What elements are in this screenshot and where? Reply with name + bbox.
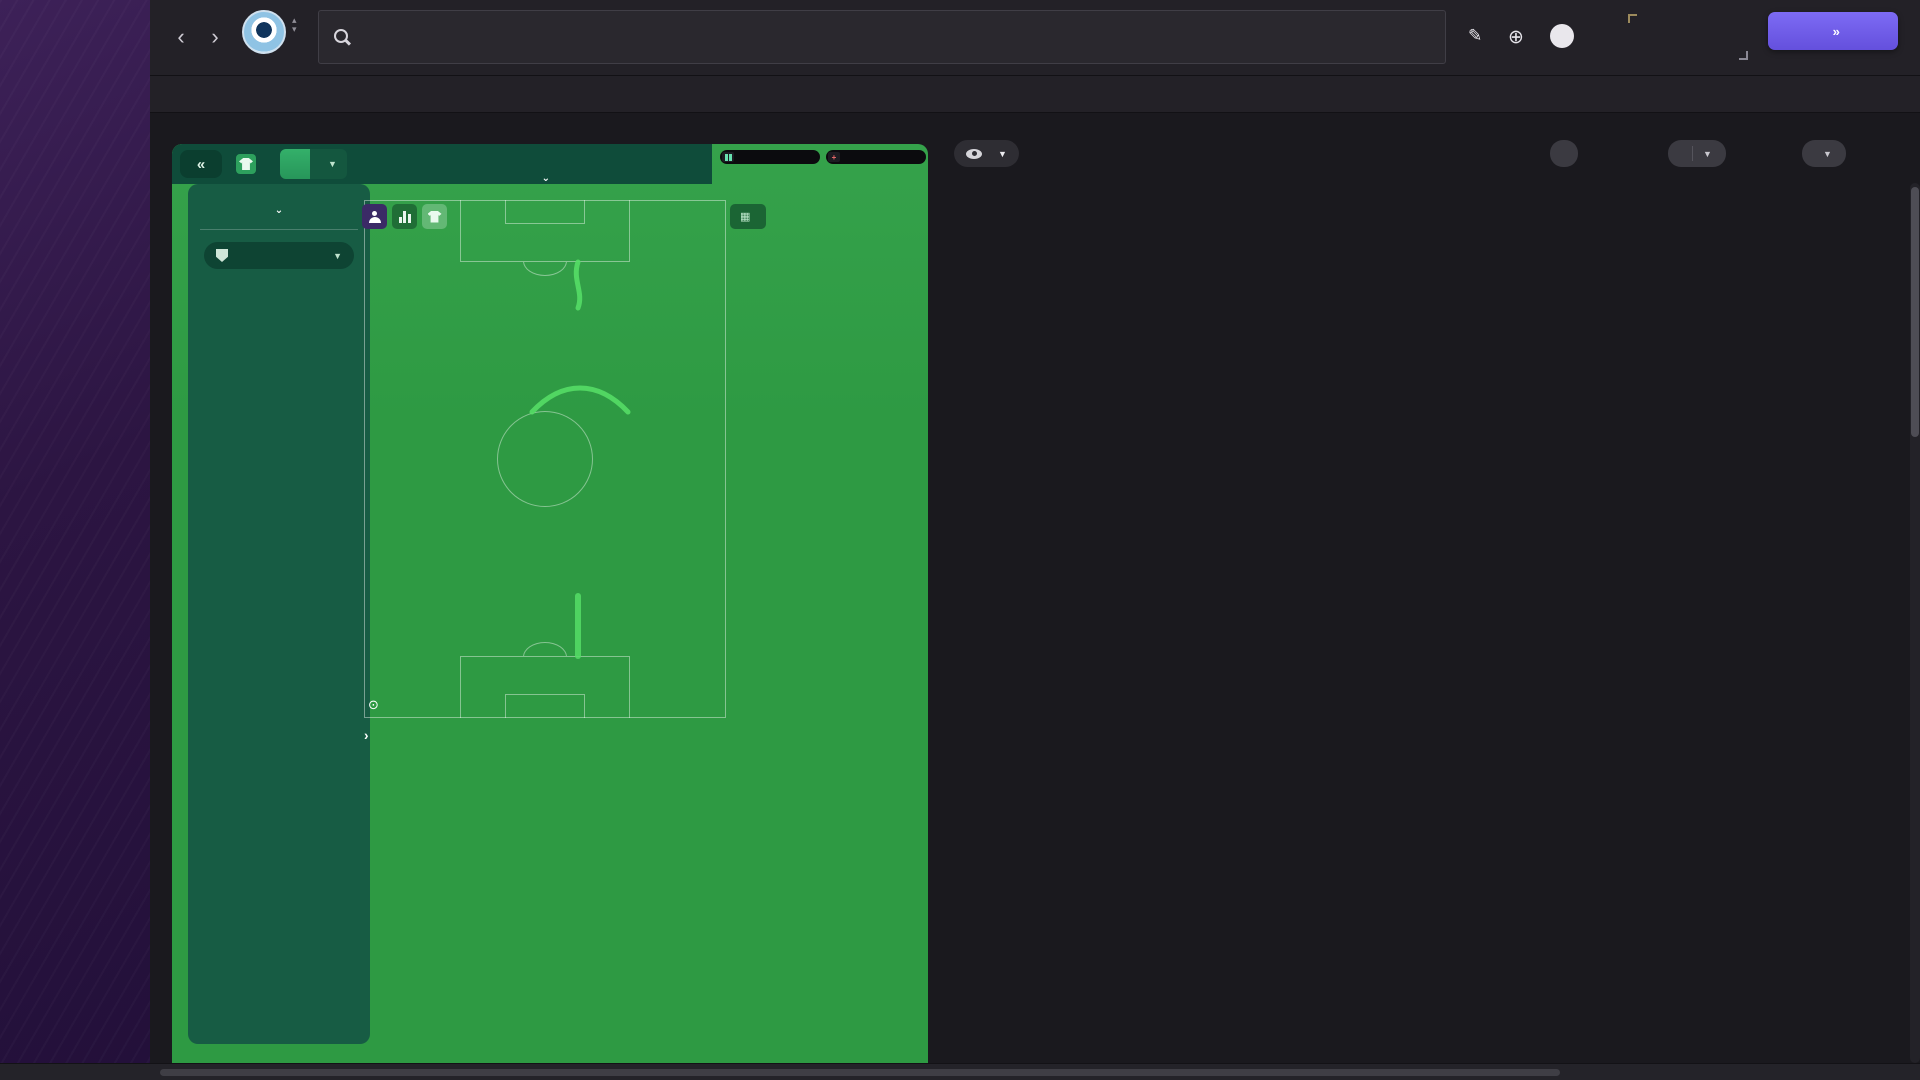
stats-view-button[interactable]: [392, 204, 417, 229]
negatives-column: [584, 748, 792, 754]
tab-bar: [150, 76, 1920, 113]
club-badge[interactable]: [242, 10, 286, 54]
selection-info-dropdown[interactable]: ▼: [954, 140, 1019, 167]
scrollbar-thumb[interactable]: [160, 1069, 1560, 1076]
chevron-down-icon: ⌄: [541, 173, 551, 184]
search-icon: [333, 28, 351, 46]
quick-pick-button[interactable]: ▼: [1668, 140, 1726, 167]
scrollbar-thumb[interactable]: [1911, 187, 1919, 437]
formation-dropdown[interactable]: ⌄: [356, 168, 736, 186]
horizontal-scrollbar[interactable]: [0, 1063, 1920, 1080]
familiarity-meter: [720, 147, 820, 164]
recent-matches-analysis-link[interactable]: ›: [364, 728, 369, 743]
tactical-style-dropdown[interactable]: ⌄: [198, 200, 360, 217]
selection-advice-button[interactable]: [1550, 140, 1578, 167]
familiarity-icon: [722, 152, 734, 162]
table-header: [950, 158, 1908, 183]
person-icon: [368, 210, 381, 223]
tactics-panel: « ▼ + ⌄: [172, 144, 928, 1063]
table-rows: [950, 183, 1908, 1063]
filtered-button[interactable]: ▼: [1802, 140, 1846, 167]
pitch: [364, 200, 726, 718]
forward-button[interactable]: ›: [211, 24, 219, 49]
kit-view-button[interactable]: [422, 204, 447, 229]
player-view-button[interactable]: [362, 204, 387, 229]
chevron-down-icon: ▼: [328, 159, 337, 169]
club-switcher-icon[interactable]: ▴ ▾: [292, 15, 297, 34]
chevron-down-icon: ▼: [333, 250, 342, 261]
tactics-topbar: « ▼: [172, 144, 712, 184]
continue-button[interactable]: »: [1768, 12, 1898, 50]
target-icon: ⊙: [368, 697, 379, 712]
mentality-dropdown[interactable]: ▼: [204, 242, 354, 269]
mentality-shield-icon: [216, 249, 228, 262]
bar-chart-icon: [398, 210, 411, 223]
edit-pencil-icon[interactable]: ✎: [1468, 26, 1483, 45]
intensity-icon: +: [828, 152, 840, 162]
collapse-panel-button[interactable]: «: [180, 150, 222, 178]
team-fluidity-value: ⊙: [368, 696, 379, 713]
vertical-scrollbar[interactable]: [1910, 183, 1920, 1063]
top-header: ‹ › ▴ ▾ ✎ ⊕ »: [150, 0, 1920, 76]
squad-table-panel: ▼ ▼ ▼: [950, 113, 1920, 1063]
eye-icon: [966, 148, 982, 159]
intensity-meter: +: [826, 147, 926, 164]
game-date: [1628, 14, 1748, 60]
grid-icon: ▦: [740, 211, 751, 223]
world-icon[interactable]: ⊕: [1508, 27, 1524, 48]
back-button[interactable]: ‹: [177, 24, 185, 49]
chevron-down-icon: ▼: [998, 148, 1007, 159]
tactic-slot-number[interactable]: [280, 149, 310, 179]
chevron-down-icon: ▼: [1703, 148, 1712, 159]
help-icon[interactable]: [1550, 24, 1574, 48]
kit-icon: [427, 210, 442, 223]
positives-column: [368, 748, 576, 754]
tactical-style-column: ⌄ ▼: [188, 184, 370, 1044]
analysis-button[interactable]: ▦: [730, 204, 767, 229]
tactics-kit-icon: [236, 154, 256, 174]
sidebar: [0, 0, 150, 1063]
chevron-down-icon: ▼: [1823, 148, 1832, 159]
chevron-down-icon: ⌄: [274, 205, 284, 216]
tactic-preset-dropdown[interactable]: ▼: [280, 149, 347, 179]
search-bar[interactable]: [318, 10, 1446, 64]
double-chevron-icon: »: [1832, 23, 1841, 39]
